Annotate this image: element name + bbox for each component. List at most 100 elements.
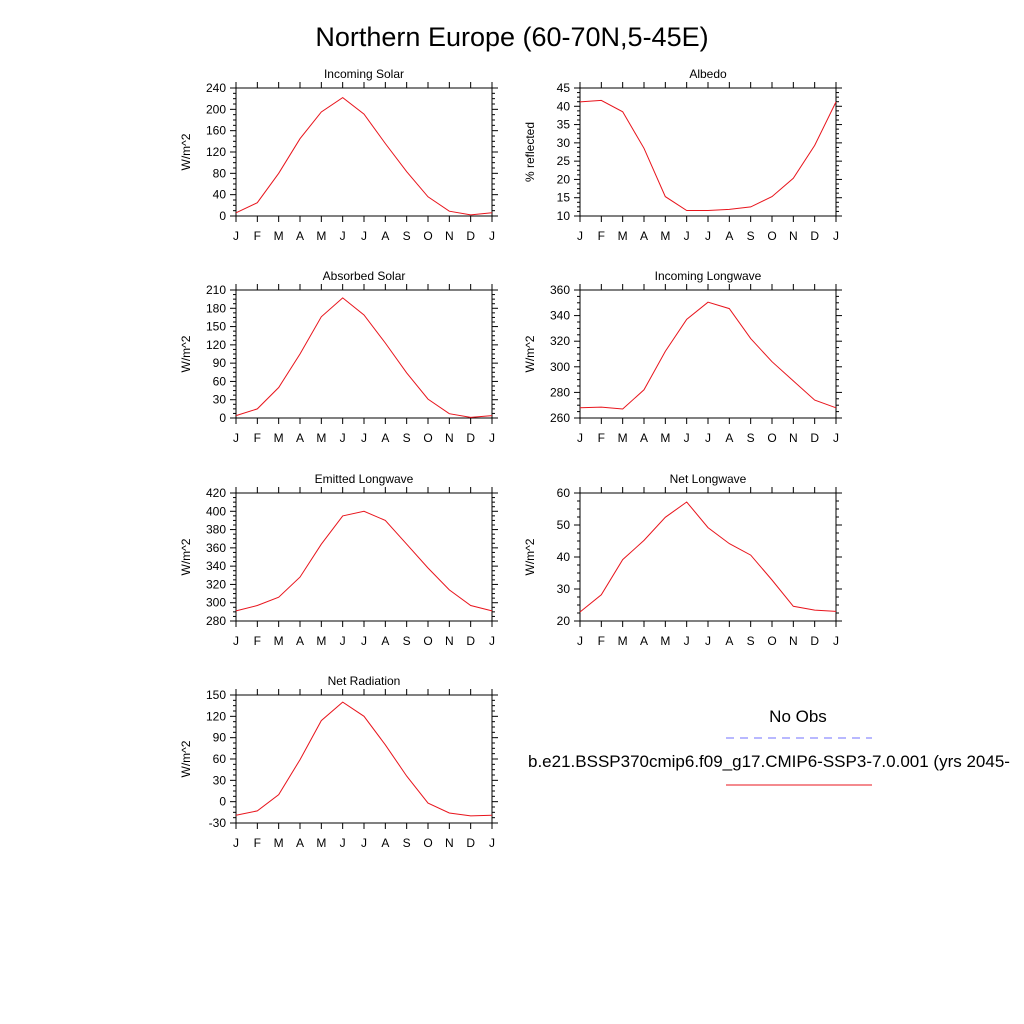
legend: No Obs b.e21.BSSP370cmip6.f09_g17.CMIP6-… xyxy=(528,707,1010,786)
y-tick-label: 160 xyxy=(206,124,226,138)
x-tick-label: J xyxy=(489,634,495,648)
x-tick-label: A xyxy=(725,431,733,445)
x-tick-label: J xyxy=(577,229,583,243)
y-tick-label: 0 xyxy=(219,209,226,223)
x-tick-label: N xyxy=(445,229,454,243)
y-axis-label: % reflected xyxy=(523,122,537,182)
x-tick-label: O xyxy=(423,634,432,648)
y-axis-label: W/m^2 xyxy=(179,538,193,575)
x-tick-label: F xyxy=(598,229,605,243)
x-tick-label: M xyxy=(316,836,326,850)
x-tick-label: J xyxy=(489,229,495,243)
series-line xyxy=(235,96,493,216)
x-tick-label: N xyxy=(789,431,798,445)
x-tick-label: D xyxy=(810,634,819,648)
x-tick-label: M xyxy=(618,431,628,445)
y-tick-label: 260 xyxy=(550,411,570,425)
x-tick-label: O xyxy=(767,431,776,445)
series-line xyxy=(235,510,493,612)
y-axis-label: W/m^2 xyxy=(523,538,537,575)
x-tick-label: D xyxy=(466,836,475,850)
x-tick-label: S xyxy=(403,836,411,850)
x-tick-label: F xyxy=(254,431,261,445)
x-tick-label: A xyxy=(296,229,304,243)
y-tick-label: 280 xyxy=(206,614,226,628)
x-tick-label: M xyxy=(316,431,326,445)
x-tick-label: S xyxy=(747,229,755,243)
x-tick-label: A xyxy=(640,229,648,243)
x-tick-label: N xyxy=(445,431,454,445)
y-axis-label: W/m^2 xyxy=(523,335,537,372)
y-tick-label: 60 xyxy=(557,486,571,500)
legend-obs-label: No Obs xyxy=(769,707,827,726)
y-tick-label: 90 xyxy=(213,731,227,745)
x-tick-label: J xyxy=(233,229,239,243)
x-tick-label: S xyxy=(747,431,755,445)
x-tick-label: A xyxy=(381,836,389,850)
x-tick-label: M xyxy=(660,229,670,243)
x-tick-label: A xyxy=(296,431,304,445)
x-tick-label: D xyxy=(466,431,475,445)
plot-frame xyxy=(235,87,493,217)
x-tick-label: A xyxy=(296,836,304,850)
x-tick-label: J xyxy=(705,634,711,648)
y-tick-label: 300 xyxy=(550,360,570,374)
x-tick-label: D xyxy=(810,431,819,445)
x-tick-label: M xyxy=(660,634,670,648)
y-tick-label: 360 xyxy=(550,283,570,297)
y-tick-label: 340 xyxy=(206,559,226,573)
x-tick-label: J xyxy=(833,229,839,243)
x-tick-label: F xyxy=(254,634,261,648)
y-tick-label: 20 xyxy=(557,172,571,186)
x-tick-label: J xyxy=(833,431,839,445)
x-tick-label: J xyxy=(684,431,690,445)
chart-emitted-longwave: Emitted Longwave W/m^2 280 300 320 340 360 380 4… xyxy=(179,472,498,648)
chart-title: Net Radiation xyxy=(328,674,401,688)
x-tick-label: M xyxy=(274,431,284,445)
x-tick-label: J xyxy=(233,634,239,648)
chart-title: Net Longwave xyxy=(670,472,747,486)
y-tick-label: 400 xyxy=(206,504,226,518)
y-axis-label: W/m^2 xyxy=(179,335,193,372)
legend-model-label: b.e21.BSSP370cmip6.f09_g17.CMIP6-SSP3-7.… xyxy=(528,752,1010,771)
y-axis-label: W/m^2 xyxy=(179,133,193,170)
y-tick-label: 35 xyxy=(557,118,571,132)
y-tick-label: 0 xyxy=(219,411,226,425)
y-tick-label: 120 xyxy=(206,338,226,352)
y-tick-label: 380 xyxy=(206,523,226,537)
y-tick-label: 420 xyxy=(206,486,226,500)
x-tick-label: A xyxy=(725,634,733,648)
x-tick-label: J xyxy=(705,431,711,445)
x-tick-label: F xyxy=(598,634,605,648)
series-line xyxy=(235,297,493,418)
y-tick-label: 240 xyxy=(206,81,226,95)
x-tick-label: J xyxy=(361,836,367,850)
y-tick-label: 30 xyxy=(213,393,227,407)
y-tick-label: 210 xyxy=(206,283,226,297)
series-line xyxy=(579,301,837,410)
x-tick-label: A xyxy=(296,634,304,648)
x-tick-label: M xyxy=(316,229,326,243)
series-line xyxy=(579,99,837,211)
chart-title: Incoming Solar xyxy=(324,67,404,81)
y-tick-label: 150 xyxy=(206,688,226,702)
x-tick-label: F xyxy=(598,431,605,445)
plot-frame xyxy=(235,694,493,824)
y-tick-label: 340 xyxy=(550,309,570,323)
x-tick-label: M xyxy=(274,836,284,850)
x-tick-label: N xyxy=(445,836,454,850)
x-tick-label: M xyxy=(274,634,284,648)
series-line xyxy=(579,501,837,613)
y-tick-label: 120 xyxy=(206,145,226,159)
y-tick-label: 50 xyxy=(557,518,571,532)
x-tick-label: M xyxy=(274,229,284,243)
x-tick-label: J xyxy=(340,431,346,445)
y-tick-label: 10 xyxy=(557,209,571,223)
x-tick-label: J xyxy=(233,431,239,445)
x-tick-label: J xyxy=(340,229,346,243)
chart-title: Albedo xyxy=(689,67,727,81)
x-tick-label: J xyxy=(684,634,690,648)
chart-title: Incoming Longwave xyxy=(655,269,762,283)
x-tick-label: S xyxy=(403,634,411,648)
